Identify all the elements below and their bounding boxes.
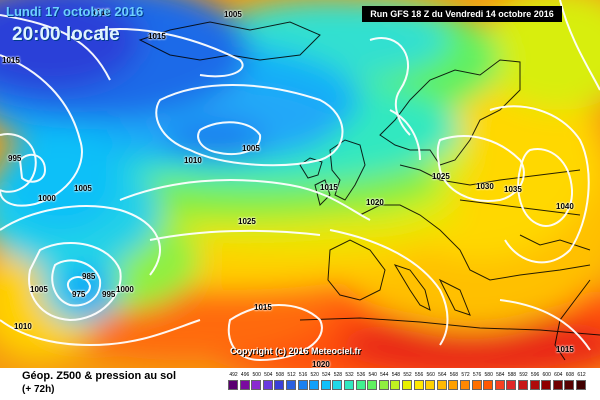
- scale-swatch: [576, 380, 586, 390]
- isobar-label: 995: [8, 154, 22, 163]
- scale-swatch: [332, 380, 343, 390]
- isobar-label: 1000: [38, 194, 56, 203]
- scale-swatch: [228, 380, 238, 390]
- scale-swatch: [564, 380, 575, 390]
- forecast-time: 20:00 locale: [12, 24, 120, 45]
- scale-swatch: [494, 380, 505, 390]
- scale-label: 552: [403, 372, 412, 378]
- isobar-label: 1015: [2, 56, 20, 65]
- scale-swatch: [425, 380, 436, 390]
- scale-label: 496: [240, 372, 250, 378]
- isobar-label: 975: [72, 290, 86, 299]
- scale-label: 500: [252, 372, 261, 378]
- isobar-label: 1020: [366, 198, 384, 207]
- scale-swatch: [390, 380, 401, 390]
- isobar-label: 1030: [476, 182, 494, 191]
- isobar-label: 1015: [254, 303, 272, 312]
- isobar-label: 1025: [238, 217, 256, 226]
- scale-label: 492: [229, 372, 238, 378]
- scale-label: 536: [356, 372, 366, 378]
- scale-label: 560: [426, 372, 435, 378]
- isobar-label: 1025: [432, 172, 450, 181]
- isobar-label: 1005: [224, 10, 242, 19]
- scale-label: 548: [391, 372, 401, 378]
- scale-label: 532: [345, 372, 354, 378]
- scale-label: 508: [275, 372, 285, 378]
- scale-label: 512: [287, 372, 296, 378]
- scale-label: 528: [333, 372, 343, 378]
- scale-label: 520: [310, 372, 319, 378]
- scale-swatch: [518, 380, 528, 390]
- isobar-label: 1000: [116, 285, 134, 294]
- scale-label: 524: [322, 372, 331, 378]
- forecast-step: (+ 72h): [22, 384, 55, 395]
- scale-label: 576: [472, 372, 482, 378]
- scale-swatch: [344, 380, 354, 390]
- isobar-label: 1015: [320, 183, 338, 192]
- scale-swatch: [262, 380, 273, 390]
- scale-swatch: [471, 380, 482, 390]
- scale-swatch: [448, 380, 459, 390]
- scale-swatch: [251, 380, 262, 390]
- isobar-label: 1035: [504, 185, 522, 194]
- scale-swatch: [483, 380, 494, 390]
- scale-label: 516: [298, 372, 308, 378]
- geopotential-color-scale: 492 496 500 504 508 512 516 520 524 528 532 536 540 5…: [228, 372, 590, 396]
- isobar-label: 995: [102, 290, 116, 299]
- scale-swatch: [402, 380, 412, 390]
- isobar-label: 1015: [92, 8, 110, 17]
- isobar-label: 1005: [242, 144, 260, 153]
- scale-swatch: [309, 380, 320, 390]
- isobar-label: 985: [82, 272, 96, 281]
- isobar-label: 1010: [184, 156, 202, 165]
- isobar-label: 1005: [74, 184, 92, 193]
- scale-label: 544: [380, 372, 389, 378]
- scale-label: 608: [565, 372, 575, 378]
- scale-label: 504: [264, 372, 273, 378]
- scale-label: 612: [577, 372, 586, 378]
- scale-label: 584: [496, 372, 505, 378]
- forecast-date: Lundi 17 octobre 2016: [6, 4, 144, 19]
- scale-swatch: [436, 380, 447, 390]
- isobar-label: 1015: [556, 345, 574, 354]
- scale-swatch: [413, 380, 424, 390]
- scale-label: 604: [554, 372, 563, 378]
- scale-swatch: [274, 380, 285, 390]
- scale-label: 540: [368, 372, 377, 378]
- scale-swatch: [506, 380, 517, 390]
- scale-swatch: [460, 380, 470, 390]
- scale-label: 588: [507, 372, 517, 378]
- weather-map: [0, 0, 600, 368]
- scale-swatch: [367, 380, 378, 390]
- copyright-text: Copyright (c) 2016 Meteociel.fr: [230, 346, 362, 356]
- scale-swatch: [297, 380, 308, 390]
- scale-swatch: [529, 380, 540, 390]
- scale-label: 580: [484, 372, 493, 378]
- scale-swatch: [355, 380, 366, 390]
- scale-label: 600: [542, 372, 551, 378]
- scale-label: 596: [530, 372, 540, 378]
- isobar-label: 1020: [312, 360, 330, 369]
- scale-swatch: [541, 380, 552, 390]
- scale-swatch: [239, 380, 250, 390]
- scale-label: 592: [519, 372, 528, 378]
- isobar-label: 1010: [14, 322, 32, 331]
- scale-label: 556: [414, 372, 424, 378]
- scale-label: 564: [438, 372, 447, 378]
- map-title: Géop. Z500 & pression au sol: [22, 370, 177, 382]
- isobar-label: 1005: [30, 285, 48, 294]
- scale-swatch: [378, 380, 389, 390]
- isobar-label: 1015: [148, 32, 166, 41]
- scale-label: 572: [461, 372, 470, 378]
- scale-swatch: [286, 380, 296, 390]
- scale-swatch: [320, 380, 331, 390]
- isobar-label: 1040: [556, 202, 574, 211]
- scale-label: 568: [449, 372, 459, 378]
- model-run-banner: Run GFS 18 Z du Vendredi 14 octobre 2016: [362, 6, 562, 22]
- scale-swatch: [552, 380, 563, 390]
